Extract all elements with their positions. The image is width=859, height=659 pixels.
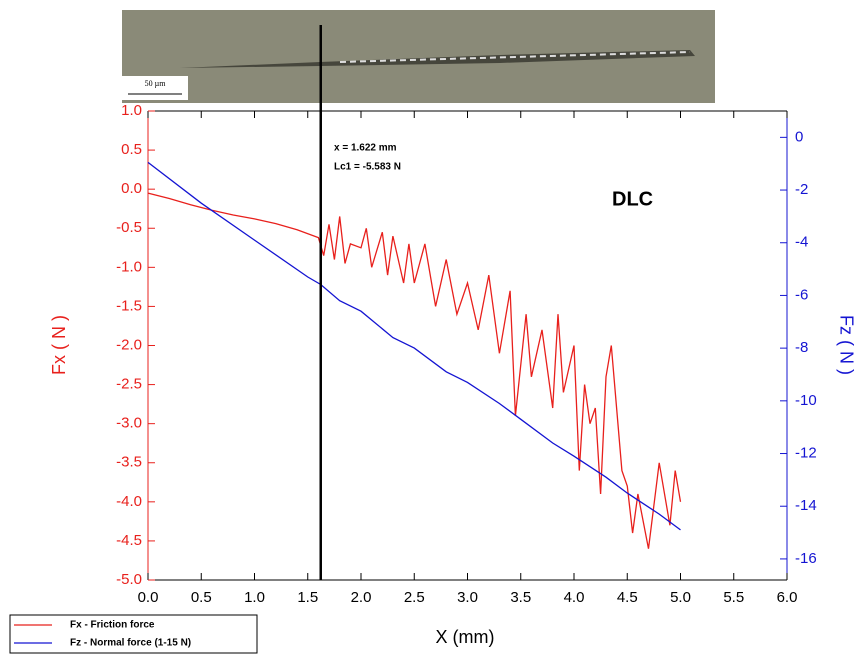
y-axis-label: Fx ( N ) (49, 315, 69, 375)
y2-tick-label: -6 (795, 286, 808, 303)
micrograph: 50 µm (122, 10, 715, 103)
scratch-debris (339, 51, 691, 63)
legend (9, 614, 258, 654)
legend-label: Fx - Friction force (70, 620, 155, 631)
scale-box (122, 76, 188, 100)
y2-tick-label: -16 (795, 550, 817, 567)
x-tick-label: 1.0 (244, 589, 265, 606)
x-axis-label: X (mm) (436, 627, 495, 647)
y-tick-label: -4.0 (116, 493, 142, 510)
x-tick-label: 2.0 (351, 589, 372, 606)
y2-tick-label: -4 (795, 234, 808, 251)
x-tick-label: 4.0 (564, 589, 585, 606)
y2-tick-label: -14 (795, 497, 817, 514)
x-tick-label: 1.5 (297, 589, 318, 606)
y-tick-label: -5.0 (116, 571, 142, 588)
y-tick-label: 1.0 (121, 102, 142, 119)
x-tick-label: 6.0 (777, 589, 798, 606)
y-tick-label: -2.0 (116, 336, 142, 353)
annotation: x = 1.622 mm (334, 143, 397, 154)
y2-tick-label: -12 (795, 444, 817, 461)
y-tick-label: -3.5 (116, 454, 142, 471)
x-tick-label: 3.0 (457, 589, 478, 606)
y-tick-label: -0.5 (116, 219, 142, 236)
x-tick-label: 5.0 (670, 589, 691, 606)
y-tick-label: -1.5 (116, 297, 142, 314)
y2-tick-label: -2 (795, 181, 808, 198)
y-tick-label: -1.0 (116, 258, 142, 275)
y2-axis-label: Fz ( N ) (836, 315, 856, 375)
y-tick-label: -2.5 (116, 376, 142, 393)
x-tick-label: 2.5 (404, 589, 425, 606)
series-line (147, 161, 681, 531)
x-tick-label: 5.5 (723, 589, 744, 606)
scale-label: 50 µm (145, 79, 167, 88)
y-tick-label: 0.5 (121, 141, 142, 158)
x-tick-label: 0.5 (191, 589, 212, 606)
x-tick-label: 4.5 (617, 589, 638, 606)
series-line (147, 192, 682, 549)
annotation: Lc1 = -5.583 N (334, 162, 401, 173)
y-tick-label: 0.0 (121, 180, 142, 197)
x-tick-label: 3.5 (510, 589, 531, 606)
legend-label: Fz - Normal force (1-15 N) (70, 638, 191, 649)
x-tick-label: 0.0 (138, 589, 159, 606)
y2-tick-label: -10 (795, 392, 817, 409)
y-tick-label: -3.0 (116, 415, 142, 432)
y-tick-label: -4.5 (116, 532, 142, 549)
legend-box (9, 614, 258, 654)
scratch-track (180, 50, 695, 68)
annotation: DLC (612, 188, 653, 210)
y2-tick-label: -8 (795, 339, 808, 356)
y2-tick-label: 0 (795, 128, 803, 145)
